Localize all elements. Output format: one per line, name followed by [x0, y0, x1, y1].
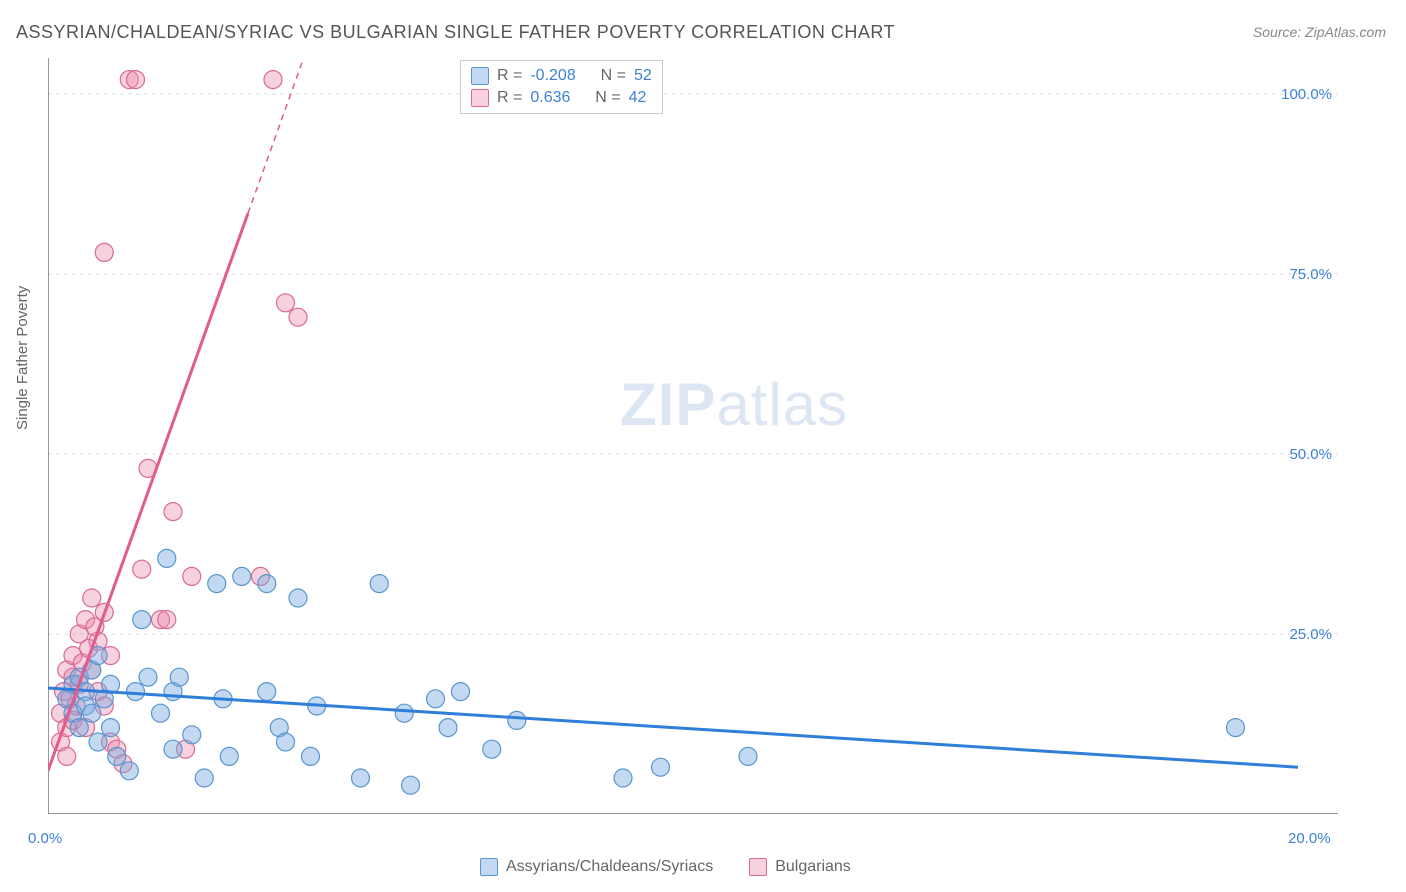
- legend-label: Assyrians/Chaldeans/Syriacs: [506, 858, 713, 876]
- y-axis-label: Single Father Poverty: [14, 286, 31, 430]
- stats-legend-row: R = 0.636 N = 42: [471, 87, 652, 109]
- legend-item: Assyrians/Chaldeans/Syriacs: [480, 858, 713, 876]
- svg-text:100.0%: 100.0%: [1281, 86, 1332, 103]
- r-value: 0.636: [530, 89, 570, 107]
- legend-swatch: [471, 67, 489, 85]
- legend-label: Bulgarians: [775, 858, 851, 876]
- r-label: R =: [497, 89, 522, 107]
- watermark-rest: atlas: [716, 371, 848, 438]
- bottom-legend: Assyrians/Chaldeans/Syriacs Bulgarians: [480, 858, 851, 876]
- watermark-bold: ZIP: [620, 371, 716, 438]
- stats-legend-row: R = -0.208 N = 52: [471, 65, 652, 87]
- n-label: N =: [601, 67, 626, 85]
- x-tick-label: 0.0%: [28, 830, 62, 847]
- legend-swatch: [471, 89, 489, 107]
- r-label: R =: [497, 67, 522, 85]
- n-value: 42: [629, 89, 647, 107]
- legend-swatch: [749, 858, 767, 876]
- n-value: 52: [634, 67, 652, 85]
- x-tick-label: 20.0%: [1288, 830, 1331, 847]
- legend-swatch: [480, 858, 498, 876]
- svg-text:50.0%: 50.0%: [1289, 446, 1332, 463]
- n-label: N =: [595, 89, 620, 107]
- svg-text:75.0%: 75.0%: [1289, 266, 1332, 283]
- legend-item: Bulgarians: [749, 858, 851, 876]
- r-value: -0.208: [530, 67, 575, 85]
- watermark: ZIPatlas: [620, 370, 848, 439]
- stats-legend: R = -0.208 N = 52 R = 0.636 N = 42: [460, 60, 663, 114]
- source-attribution: Source: ZipAtlas.com: [1253, 24, 1386, 40]
- svg-text:25.0%: 25.0%: [1289, 626, 1332, 643]
- chart-title: ASSYRIAN/CHALDEAN/SYRIAC VS BULGARIAN SI…: [16, 22, 895, 43]
